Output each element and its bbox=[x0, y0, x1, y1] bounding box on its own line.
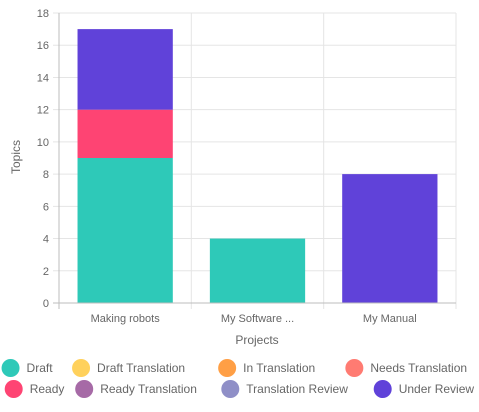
y-tick-label: 18 bbox=[37, 8, 49, 20]
y-tick-label: 0 bbox=[43, 298, 49, 310]
legend-swatch bbox=[1, 359, 20, 377]
bar-segment[interactable] bbox=[77, 29, 173, 110]
legend-item[interactable]: Under Review bbox=[373, 380, 475, 398]
x-axis-title: Projects bbox=[235, 333, 278, 347]
legend-item[interactable]: Translation Review bbox=[221, 380, 348, 398]
bar-segment[interactable] bbox=[209, 238, 306, 303]
legend-swatch bbox=[373, 380, 392, 398]
legend-item[interactable]: Ready bbox=[4, 380, 65, 398]
legend-item[interactable]: In Translation bbox=[218, 359, 315, 377]
bars-layer bbox=[77, 29, 438, 303]
y-tick-label: 14 bbox=[37, 72, 49, 84]
axes-layer bbox=[53, 13, 456, 309]
y-tick-label: 12 bbox=[37, 105, 49, 117]
legend-item[interactable]: Needs Translation bbox=[345, 359, 467, 377]
legend-item[interactable]: Draft Translation bbox=[72, 359, 185, 377]
legend-label: In Translation bbox=[243, 361, 315, 375]
legend-swatch bbox=[221, 380, 240, 398]
x-tick-label: Making robots bbox=[91, 313, 161, 325]
y-tick-label: 8 bbox=[43, 169, 49, 181]
y-tick-label: 16 bbox=[37, 40, 49, 52]
legend-label: Draft Translation bbox=[97, 361, 185, 375]
bar-segment[interactable] bbox=[342, 174, 438, 303]
legend-label: Under Review bbox=[399, 382, 475, 396]
legend-item[interactable]: Ready Translation bbox=[75, 380, 197, 398]
bar-segment[interactable] bbox=[77, 158, 173, 303]
y-tick-label: 10 bbox=[37, 137, 49, 149]
legend-swatch bbox=[345, 359, 364, 377]
y-axis-title: Topics bbox=[9, 140, 23, 174]
legend-swatch bbox=[72, 359, 91, 377]
legend-label: Needs Translation bbox=[370, 361, 467, 375]
y-tick-label: 4 bbox=[43, 234, 49, 246]
tick-labels-layer: 0 2 4 6 8 10 12 14 16 18 Making robots My Software … bbox=[37, 8, 417, 325]
legend: Draft Draft Translation In Translation Need… bbox=[1, 359, 475, 398]
legend-swatch bbox=[218, 359, 237, 377]
x-tick-label: My Software ... bbox=[221, 313, 294, 325]
legend-label: Ready bbox=[30, 382, 65, 396]
y-tick-label: 2 bbox=[43, 266, 49, 278]
x-tick-label: My Manual bbox=[363, 313, 417, 325]
y-tick-label: 6 bbox=[43, 201, 49, 213]
legend-label: Draft bbox=[27, 361, 54, 375]
legend-label: Ready Translation bbox=[100, 382, 197, 396]
legend-swatch bbox=[4, 380, 23, 398]
legend-item[interactable]: Draft bbox=[1, 359, 54, 377]
legend-swatch bbox=[75, 380, 94, 398]
bar-segment[interactable] bbox=[77, 109, 173, 158]
legend-label: Translation Review bbox=[246, 382, 348, 396]
